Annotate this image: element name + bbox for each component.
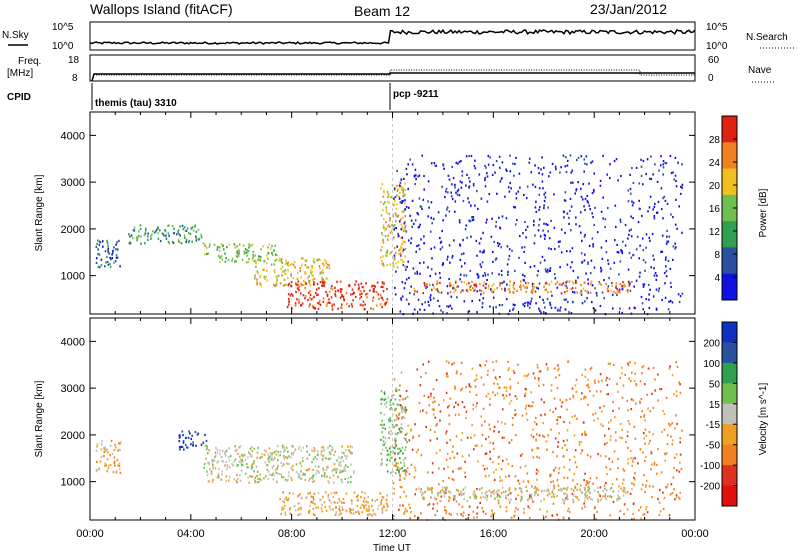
vel-echo-region-3 xyxy=(279,491,389,517)
vel-colorbar-swatch xyxy=(722,342,737,364)
vel-echo-region-0 xyxy=(95,439,122,474)
vel-colorbar-swatch xyxy=(722,444,737,466)
power-ylabel: Slant Range [km] xyxy=(34,174,45,251)
nave-label: Nave xyxy=(748,65,772,76)
velocity-colorbar-label: Velocity [m s^-1] xyxy=(758,383,769,456)
power-echo-region-1 xyxy=(128,224,205,245)
x-axis-label: Time UT xyxy=(373,543,411,554)
power-panel: 1000 2000 3000 4000 Slant Range [km] 4 8 12 16… xyxy=(34,111,769,316)
power-colorbar-tick: 12 xyxy=(709,227,721,238)
power-colorbar-swatch xyxy=(722,247,737,275)
beam-label: Beam 12 xyxy=(354,3,410,19)
x-tick-label: 00:00 xyxy=(76,528,104,540)
velocity-ylabel: Slant Range [km] xyxy=(34,380,45,457)
nsearch-tick-top: 10^5 xyxy=(706,22,728,33)
power-echo-region-7 xyxy=(413,280,633,295)
power-ytick-label: 3000 xyxy=(61,177,85,189)
power-colorbar-swatch xyxy=(722,194,737,222)
vel-colorbar-tick: 200 xyxy=(703,338,720,349)
power-echo-region-0 xyxy=(95,239,121,269)
vel-echo-region-2 xyxy=(203,444,355,484)
freq-unit: [MHz] xyxy=(7,68,33,79)
vel-ytick-label: 3000 xyxy=(61,383,85,395)
power-echo-region-5 xyxy=(380,182,407,269)
x-tick-label: 08:00 xyxy=(278,528,306,540)
vel-echo-region-1 xyxy=(178,430,208,451)
nsearch-label: N.Search xyxy=(746,32,788,43)
freq-label: Freq. xyxy=(18,56,41,67)
power-ytick-label: 1000 xyxy=(61,271,85,283)
vel-colorbar-swatch xyxy=(722,485,737,507)
power-echo-region-6 xyxy=(393,154,684,316)
nsky-tick-top: 10^5 xyxy=(52,22,74,33)
power-colorbar-tick: 24 xyxy=(709,158,721,169)
power-ytick-label: 4000 xyxy=(61,130,85,142)
power-ytick-label: 2000 xyxy=(61,224,85,236)
x-tick-label: 12:00 xyxy=(379,528,407,540)
vel-echo-region-5 xyxy=(392,360,683,522)
vel-echo-region-6 xyxy=(417,486,633,503)
vel-colorbar-tick: -15 xyxy=(706,420,721,431)
vel-ytick-label: 2000 xyxy=(61,430,85,442)
power-echo-region-2 xyxy=(204,243,281,264)
date-label: 23/Jan/2012 xyxy=(590,1,667,17)
x-tick-label: 04:00 xyxy=(177,528,205,540)
freq-tick-bottom: 8 xyxy=(72,73,78,84)
vel-colorbar-tick: -200 xyxy=(700,482,720,493)
vel-colorbar-tick: 50 xyxy=(709,379,721,390)
vel-echo-region-4 xyxy=(380,388,407,475)
cpid-segment-1: themis (tau) 3310 xyxy=(95,98,177,109)
power-colorbar-swatch xyxy=(722,273,737,301)
freq-tick-top: 18 xyxy=(68,55,80,66)
vel-colorbar-tick: -50 xyxy=(706,441,721,452)
power-colorbar-tick: 4 xyxy=(714,273,720,284)
vel-ytick-label: 1000 xyxy=(61,477,85,489)
power-colorbar-swatch xyxy=(722,116,737,143)
freq-panel: Freq. [MHz] 18 8 60 0 Nave xyxy=(7,54,775,84)
nsky-label: N.Sky xyxy=(2,30,29,41)
nsky-tick-bottom: 10^0 xyxy=(52,41,74,52)
vel-colorbar-swatch xyxy=(722,403,737,425)
power-echo-region-4 xyxy=(286,280,389,311)
vel-colorbar-swatch xyxy=(722,322,737,343)
cpid-row: CPID themis (tau) 3310 pcp -9211 xyxy=(7,83,439,110)
power-echo-region-3 xyxy=(254,257,331,288)
vel-colorbar-tick: -100 xyxy=(700,461,720,472)
vel-colorbar-swatch xyxy=(722,362,737,384)
vel-colorbar-swatch xyxy=(722,465,737,487)
cpid-label: CPID xyxy=(7,92,31,103)
power-colorbar-swatch xyxy=(722,142,737,170)
velocity-panel: 1000 2000 3000 4000 Slant Range [km] 200 100… xyxy=(34,317,769,522)
power-colorbar-tick: 28 xyxy=(709,135,721,146)
vel-colorbar-tick: 15 xyxy=(709,400,721,411)
cpid-segment-2: pcp -9211 xyxy=(393,89,439,100)
plot-title: Wallops Island (fitACF) xyxy=(90,1,233,17)
nave-tick-top: 60 xyxy=(708,55,720,66)
x-tick-label: 20:00 xyxy=(580,528,608,540)
power-colorbar-tick: 16 xyxy=(709,204,721,215)
vel-ytick-label: 4000 xyxy=(61,336,85,348)
nave-tick-bottom: 0 xyxy=(708,73,714,84)
power-colorbar-tick: 8 xyxy=(714,250,720,261)
x-tick-label: 16:00 xyxy=(480,528,508,540)
nsky-panel: N.Sky 10^5 10^0 10^5 10^0 N.Search xyxy=(2,21,795,52)
nsearch-tick-bottom: 10^0 xyxy=(706,41,728,52)
power-colorbar-swatch xyxy=(722,221,737,248)
vel-colorbar-tick: 100 xyxy=(703,359,720,370)
x-tick-label: 00:00 xyxy=(681,528,709,540)
power-colorbar-tick: 20 xyxy=(709,181,721,192)
vel-colorbar-swatch xyxy=(722,383,737,405)
power-colorbar-label: Power [dB] xyxy=(758,188,769,237)
vel-colorbar-swatch xyxy=(722,424,737,446)
power-colorbar-swatch xyxy=(722,168,737,196)
